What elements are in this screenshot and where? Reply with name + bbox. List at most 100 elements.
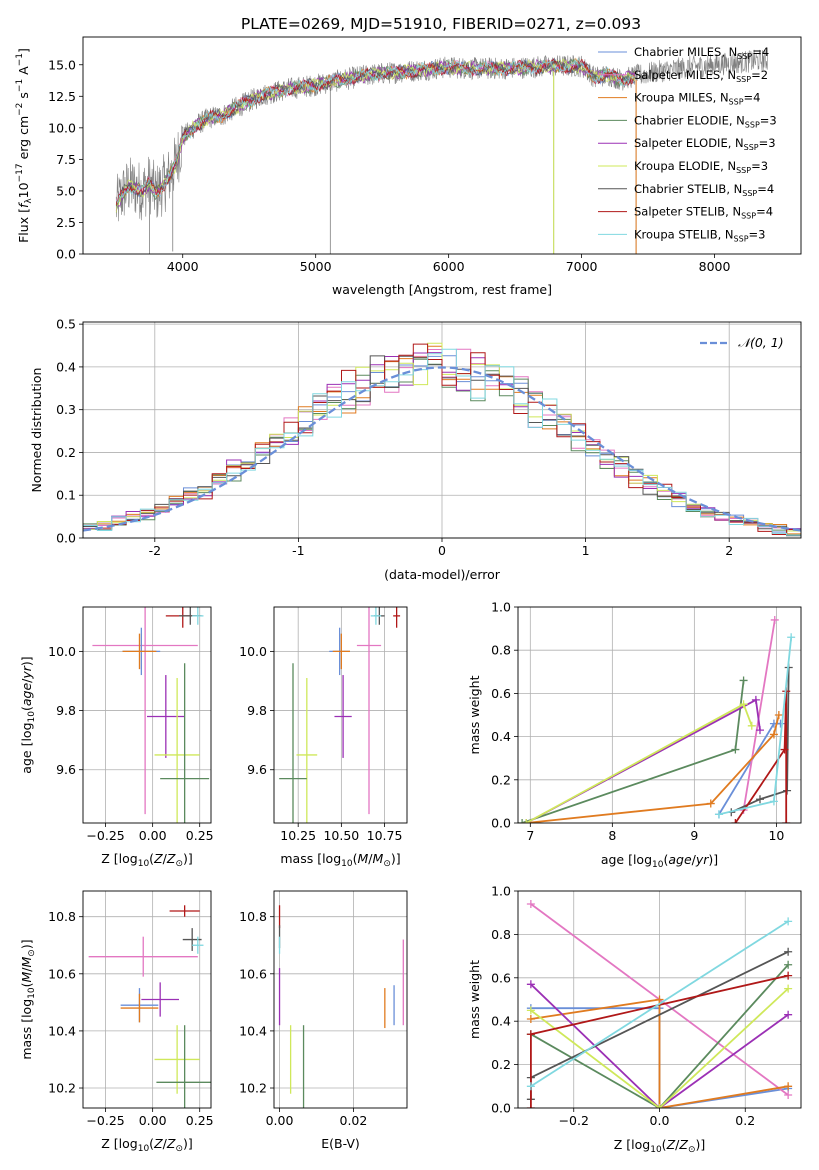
y-tick-label: 2.5	[56, 215, 76, 230]
weight-point-marker	[706, 799, 715, 808]
errorbar-point	[120, 993, 159, 1023]
x-axis-label: E(B-V)	[321, 1136, 360, 1151]
x-tick-label: 0.00	[266, 1113, 294, 1128]
weight-series-line	[526, 714, 780, 823]
histogram-step	[83, 348, 801, 536]
errorbar-point	[156, 1025, 211, 1108]
y-tick-label: 0.4	[56, 359, 76, 374]
errorbar-point	[296, 678, 318, 823]
legend-label: 𝒩(0, 1)	[738, 335, 784, 350]
model-spectrum-line	[115, 58, 636, 211]
weight-point-marker	[784, 917, 793, 926]
axes-frame	[82, 606, 212, 824]
weight_vs_age-panel: 7 8 9 10 0.0 0.2 0.4 0.6 0.8 1.0 mass weight age [l…	[467, 600, 802, 870]
weight-point-marker	[784, 1010, 793, 1019]
weight-point-marker	[780, 745, 789, 754]
weight-series-line	[530, 920, 789, 1088]
histogram-step	[83, 342, 801, 532]
weight-point-marker	[655, 995, 664, 1004]
weight-point-marker	[526, 1015, 535, 1024]
y-tick-label: 9.6	[56, 762, 76, 777]
errorbar-point	[154, 678, 200, 823]
weight-point-marker	[522, 819, 531, 823]
legend-label: Chabrier ELODIE, NSSP=3	[634, 113, 777, 129]
plot-area	[115, 49, 768, 254]
x-tick-label: 8000	[699, 259, 731, 274]
y-axis-label: mass weight	[467, 960, 482, 1039]
weight_vs_Z-panel: −0.2 0.0 0.2 0.0 0.2 0.4 0.6 0.8 1.0 mass weight Z…	[467, 884, 802, 1155]
errorbar-point	[154, 1025, 200, 1094]
x-tick-label: -1	[292, 543, 304, 558]
weight-point-marker	[655, 1104, 664, 1108]
age_vs_Z-panel: −0.25 0.00 0.25 9.6 9.8 10.0 Z [log10(Z/Z⊙)] ag…	[19, 606, 214, 869]
weight-point-marker	[747, 721, 756, 730]
weight-point-marker	[739, 676, 748, 685]
weight-series-line	[742, 619, 776, 811]
y-tick-label: 0.0	[491, 816, 511, 831]
errorbar-point	[334, 675, 352, 758]
x-axis-label: wavelength [Angstrom, rest frame]	[332, 282, 552, 297]
y-tick-label: 10.6	[239, 966, 267, 981]
plot-area	[279, 607, 401, 823]
axes-frame	[82, 36, 802, 255]
mass_vs_Z-panel: −0.25 0.00 0.25 10.2 10.4 10.6 10.8 Z [log10(Z/…	[19, 890, 214, 1154]
x-tick-label: 4000	[167, 259, 199, 274]
y-tick-label: 0.4	[491, 729, 511, 744]
errorbar-point	[147, 675, 185, 758]
x-tick-label: 7000	[566, 259, 598, 274]
plot-area	[92, 607, 210, 823]
errorbar-point	[122, 633, 157, 670]
x-tick-label: 10.75	[367, 828, 403, 843]
x-tick-label: 0.02	[340, 1113, 368, 1128]
model-spectrum-line	[116, 58, 636, 206]
y-tick-label: 0.0	[56, 531, 76, 546]
weight-point-marker	[755, 795, 764, 804]
y-tick-label: 10.6	[48, 966, 76, 981]
weight-point-marker	[782, 819, 791, 823]
weight-point-marker	[526, 1082, 535, 1091]
errorbar-point	[169, 905, 200, 917]
y-tick-label: 9.6	[247, 762, 267, 777]
x-tick-label: 0	[438, 543, 446, 558]
weight-point-marker	[784, 960, 793, 969]
weight-point-marker	[518, 819, 527, 823]
weight-point-marker	[731, 745, 740, 754]
errorbar-point	[370, 607, 382, 625]
weight-series-line	[530, 987, 789, 1108]
x-tick-label: 6000	[433, 259, 465, 274]
y-tick-label: 5.0	[56, 183, 76, 198]
errorbar-point	[192, 607, 204, 625]
x-tick-label: 5000	[300, 259, 332, 274]
figure-title: PLATE=0269, MJD=51910, FIBERID=0271, z=0…	[241, 15, 641, 33]
x-tick-label: 7	[526, 828, 534, 843]
x-tick-label: −0.25	[86, 1113, 124, 1128]
y-tick-label: 0.8	[491, 927, 511, 942]
errorbar-point	[332, 633, 350, 670]
y-tick-label: 0.6	[491, 686, 511, 701]
x-axis-label: mass [log10(M/M⊙)]	[280, 851, 400, 869]
x-axis-label: Z [log10(Z/Z⊙)]	[101, 851, 193, 869]
x-tick-label: 8	[608, 828, 616, 843]
weight-series-line	[530, 998, 789, 1108]
x-tick-label: 0.25	[186, 828, 214, 843]
weight-series-line	[734, 691, 788, 823]
y-axis-label: Flux [fλ10−17 erg cm−2 s−1 A−1]	[15, 48, 34, 243]
x-tick-label: 0.0	[650, 1113, 670, 1128]
weight-point-marker	[784, 1090, 793, 1099]
errorbar-point	[141, 982, 179, 1017]
axes-frame	[273, 890, 408, 1109]
plot-area	[83, 342, 801, 537]
x-axis-label: (data-model)/error	[384, 567, 501, 582]
errorbar-point	[92, 607, 198, 815]
axes-frame	[517, 606, 802, 824]
y-tick-label: 10.0	[239, 644, 267, 659]
weight-point-marker	[714, 810, 723, 819]
y-tick-label: 10.0	[48, 644, 76, 659]
legend-label: Salpeter ELODIE, NSSP=3	[634, 136, 776, 152]
y-tick-label: 0.5	[56, 317, 76, 332]
age_vs_mass-panel: 10.25 10.50 10.75 9.6 9.8 10.0 mass [log10(M/M…	[239, 606, 408, 869]
x-tick-label: 0.25	[186, 1113, 214, 1128]
x-tick-label: 0.00	[139, 828, 167, 843]
weight-point-marker	[526, 1104, 535, 1108]
